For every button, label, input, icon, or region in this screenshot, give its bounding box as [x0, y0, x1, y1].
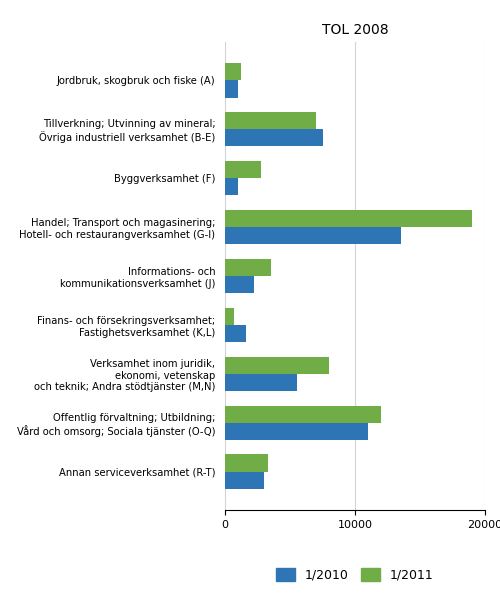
Bar — [225, 259, 270, 276]
Bar — [225, 356, 329, 374]
Bar — [225, 129, 322, 146]
Bar — [225, 374, 296, 391]
Bar — [225, 423, 368, 440]
Bar — [225, 472, 264, 489]
Bar — [225, 63, 240, 80]
Bar — [225, 276, 254, 293]
Bar — [225, 210, 472, 227]
Bar — [225, 161, 262, 178]
Bar — [225, 454, 268, 472]
Legend: 1/2010, 1/2011: 1/2010, 1/2011 — [271, 563, 439, 587]
Bar — [225, 406, 381, 423]
Bar — [225, 227, 400, 244]
Bar — [225, 178, 238, 196]
Bar — [225, 112, 316, 129]
Title: TOL 2008: TOL 2008 — [322, 23, 388, 37]
Bar — [225, 325, 246, 342]
Bar — [225, 80, 238, 98]
Bar — [225, 308, 234, 325]
